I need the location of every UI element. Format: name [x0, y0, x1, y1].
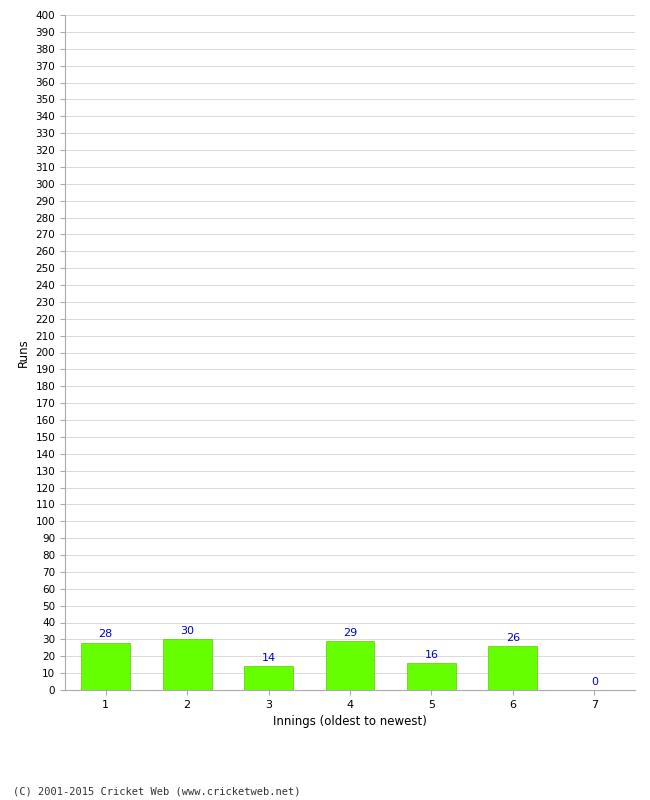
Text: (C) 2001-2015 Cricket Web (www.cricketweb.net): (C) 2001-2015 Cricket Web (www.cricketwe…: [13, 786, 300, 796]
Text: 30: 30: [180, 626, 194, 636]
Text: 0: 0: [591, 677, 598, 686]
Bar: [244, 666, 293, 690]
Y-axis label: Runs: Runs: [17, 338, 30, 367]
Bar: [407, 663, 456, 690]
Text: 14: 14: [261, 653, 276, 663]
Bar: [81, 642, 130, 690]
Bar: [326, 641, 374, 690]
Bar: [162, 639, 211, 690]
Text: 28: 28: [99, 630, 113, 639]
Text: 26: 26: [506, 633, 520, 642]
Bar: [488, 646, 538, 690]
X-axis label: Innings (oldest to newest): Innings (oldest to newest): [273, 715, 427, 728]
Text: 29: 29: [343, 628, 357, 638]
Text: 16: 16: [424, 650, 439, 660]
